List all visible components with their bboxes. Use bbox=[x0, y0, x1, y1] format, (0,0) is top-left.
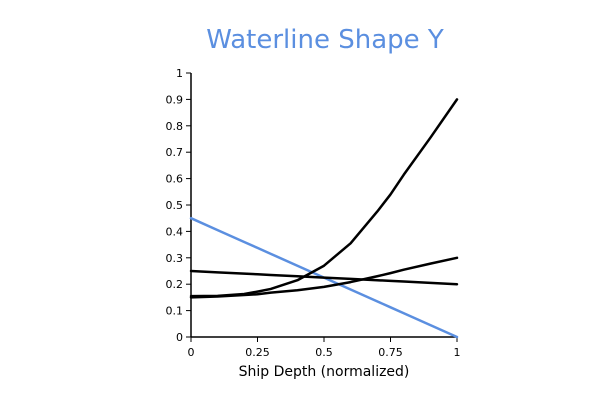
plot-area: 0 0.1 0.2 0.3 0.4 0.5 0.6 0.7 0.8 0.9 1 0 0.25 0.5 0.7… bbox=[166, 67, 461, 359]
y-tick-label: 0.7 bbox=[166, 146, 184, 159]
series-line-4 bbox=[189, 98, 459, 298]
x-tick-label: 0 bbox=[188, 346, 195, 359]
y-tick-label: 0.4 bbox=[166, 225, 184, 238]
series-line-2 bbox=[189, 269, 459, 286]
x-tick-label: 0.75 bbox=[378, 346, 403, 359]
y-tick-label: 0 bbox=[176, 331, 183, 344]
chart-title: Waterline Shape Y bbox=[206, 25, 444, 55]
y-tick-label: 0.6 bbox=[166, 173, 184, 186]
y-tick-label: 0.9 bbox=[166, 93, 184, 106]
y-tick-label: 0.3 bbox=[166, 252, 184, 265]
y-tick-label: 0.8 bbox=[166, 120, 184, 133]
x-axis-label: Ship Depth (normalized) bbox=[239, 364, 410, 380]
y-tick-label: 0.5 bbox=[166, 199, 184, 212]
x-tick-label: 0.5 bbox=[315, 346, 333, 359]
x-tick-label: 1 bbox=[454, 346, 461, 359]
y-tick-label: 0.1 bbox=[166, 305, 184, 318]
x-tick-label: 0.25 bbox=[245, 346, 270, 359]
y-tick-label: 0.2 bbox=[166, 278, 184, 291]
y-tick-label: 1 bbox=[176, 67, 183, 80]
